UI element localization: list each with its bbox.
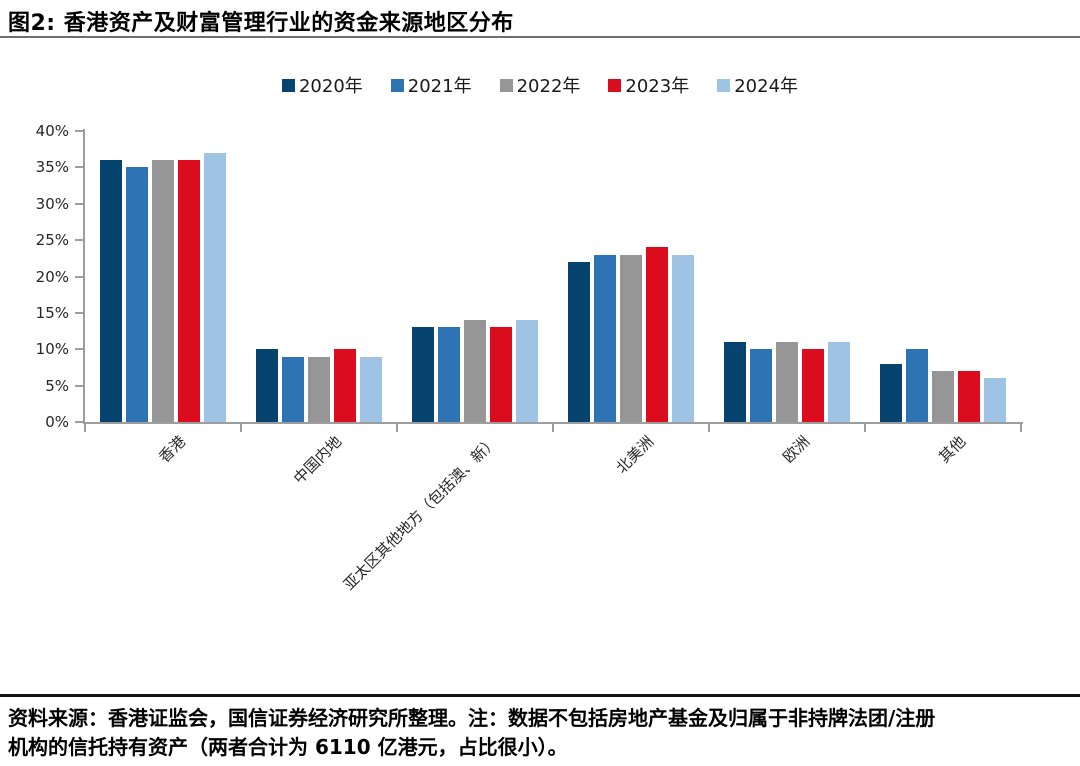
y-axis-tick (75, 239, 83, 242)
bar-group-5 (865, 131, 1021, 422)
bar (126, 167, 148, 422)
title-divider (0, 36, 1080, 38)
bar-group-3 (553, 131, 709, 422)
legend-label: 2022年 (516, 76, 581, 97)
y-axis-tick (75, 384, 83, 387)
bar (438, 327, 460, 422)
legend-swatch (390, 78, 404, 92)
bar-group-2 (397, 131, 553, 422)
y-axis-tick-label: 30% (35, 194, 69, 213)
x-axis-tick (84, 424, 86, 432)
bar (256, 349, 278, 422)
bar (334, 349, 356, 422)
x-axis-tick (1020, 424, 1022, 432)
bar (464, 320, 486, 422)
x-axis-tick (864, 424, 866, 432)
bar (594, 254, 616, 422)
legend-label: 2023年 (625, 76, 690, 97)
chart-legend: 2020年 2021年 2022年 2023年 2024年 (0, 72, 1080, 98)
bar (282, 356, 304, 422)
bar (646, 247, 668, 422)
y-axis-tick-label: 0% (45, 413, 69, 431)
bar-group-4 (709, 131, 865, 422)
bar (308, 356, 330, 422)
x-axis-label: 亚太区其他地方（包括澳、新） (339, 432, 502, 594)
legend-item-2021: 2021年 (390, 72, 472, 98)
y-axis-tick-label: 40% (35, 122, 69, 140)
legend-item-2024: 2024年 (717, 72, 798, 98)
legend-item-2022: 2022年 (499, 72, 581, 98)
bar (152, 160, 174, 422)
x-axis-tick (396, 424, 398, 432)
source-note: 资料来源：香港证监会，国信证券经济研究所整理。注：数据不包括房地产基金及归属于非… (8, 704, 1074, 762)
bar (100, 160, 122, 422)
figure-title: 图2: 香港资产及财富管理行业的资金来源地区分布 (8, 11, 514, 36)
y-axis (83, 129, 85, 424)
x-axis (83, 422, 1023, 424)
bar (802, 349, 824, 422)
bar-group-0 (85, 131, 241, 422)
y-axis-tick (75, 311, 83, 314)
bar (958, 371, 980, 422)
y-axis-tick (75, 166, 83, 169)
legend-item-2023: 2023年 (608, 72, 689, 98)
y-axis-tick (75, 202, 83, 205)
x-axis-tick (708, 424, 710, 432)
bar (412, 327, 434, 422)
bar (360, 356, 382, 422)
bar (932, 371, 954, 422)
legend-label: 2024年 (734, 76, 799, 97)
x-axis-tick (240, 424, 242, 432)
y-axis-tick-label: 20% (35, 267, 69, 286)
bar (672, 254, 694, 422)
bar (828, 341, 850, 422)
y-axis-tick-label: 35% (35, 158, 69, 177)
x-axis-label: 北美洲 (612, 432, 658, 477)
legend-swatch (499, 78, 513, 92)
y-axis-tick (75, 421, 83, 423)
y-axis-tick-label: 25% (35, 231, 69, 250)
bar (490, 327, 512, 422)
source-note-line: 资料来源：香港证监会，国信证券经济研究所整理。注：数据不包括房地产基金及归属于非… (8, 706, 936, 730)
legend-label: 2020年 (298, 76, 363, 97)
bar (516, 320, 538, 422)
y-axis-tick (75, 275, 83, 278)
legend-swatch (717, 78, 731, 92)
bar (204, 152, 226, 422)
bar (906, 349, 928, 422)
y-axis-tick (75, 130, 83, 132)
bar-group-1 (241, 131, 397, 422)
bar (724, 341, 746, 422)
legend-label: 2021年 (407, 76, 472, 97)
x-axis-label: 其他 (935, 432, 970, 467)
bar (178, 160, 200, 422)
y-axis-tick-label: 10% (35, 340, 69, 359)
x-axis-label: 中国内地 (289, 432, 346, 488)
bar (776, 341, 798, 422)
plot-area: 0% 5% 10% 15% 20% 25% 30% 35% 40% 香港 中国内地 亚太区其他地方（包… (36, 122, 1023, 594)
legend-item-2020: 2020年 (281, 72, 363, 98)
footer-divider (0, 694, 1080, 697)
bar (984, 378, 1006, 422)
legend-swatch (608, 78, 622, 92)
legend-swatch (281, 78, 295, 92)
x-axis-tick (552, 424, 554, 432)
y-axis-tick (75, 348, 83, 351)
y-axis-tick-label: 15% (35, 303, 69, 322)
source-note-line: 机构的信托持有资产（两者合计为 6110 亿港元，占比很小）。 (8, 735, 568, 759)
bar (750, 349, 772, 422)
bar (620, 254, 642, 422)
bar (880, 363, 902, 422)
bar (568, 261, 590, 422)
y-axis-tick-label: 5% (45, 376, 69, 395)
x-axis-label: 欧洲 (779, 432, 814, 467)
x-axis-label: 香港 (155, 432, 190, 467)
